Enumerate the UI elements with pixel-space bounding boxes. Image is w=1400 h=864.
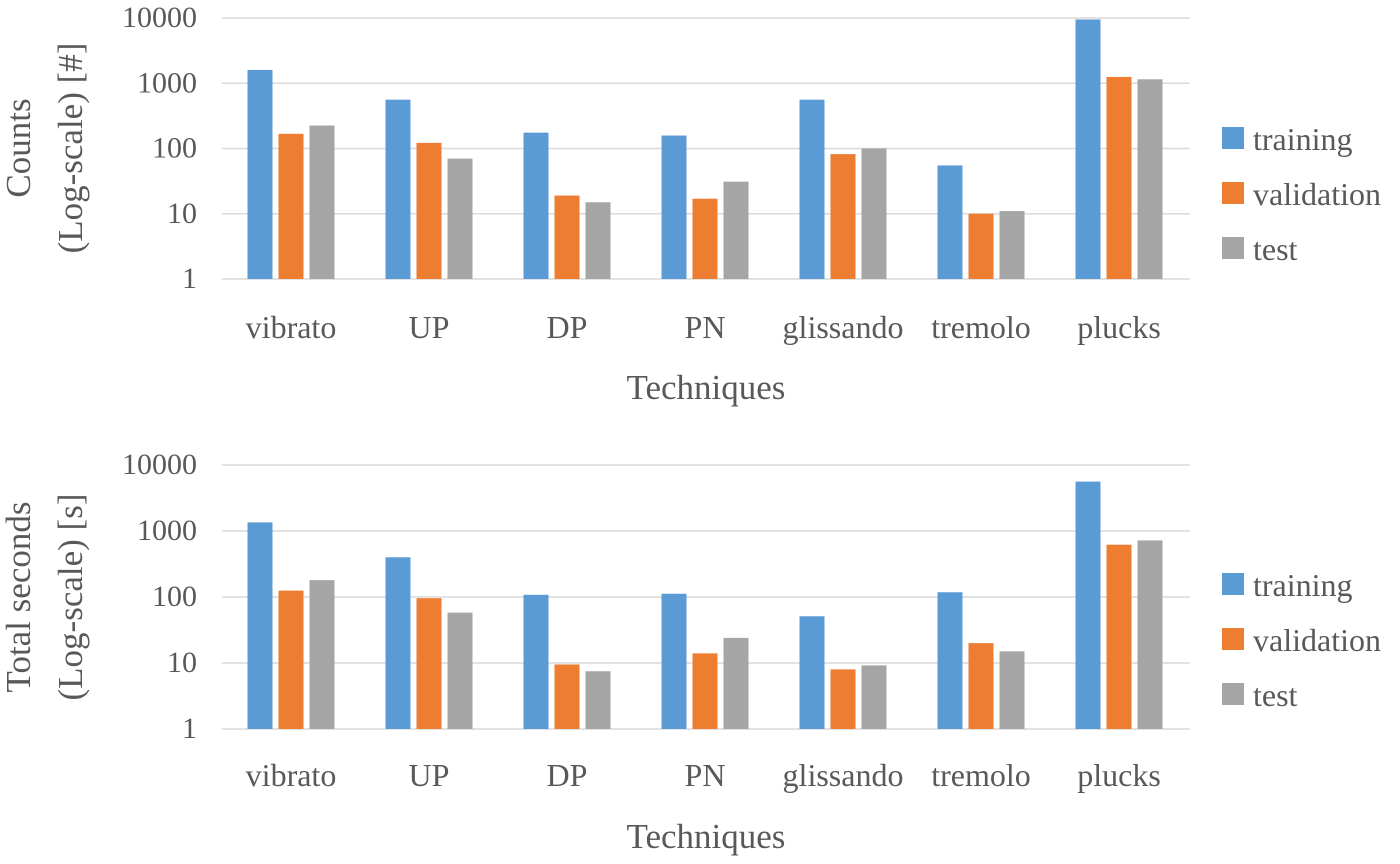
legend-swatch-test [1222,683,1244,705]
bar-test-glissando [861,148,887,279]
bar-validation-glissando [830,154,856,279]
bar-test-vibrato [309,580,335,729]
legend-swatch-test [1222,237,1244,259]
bar-validation-plucks [1106,544,1132,729]
legend-swatch-training [1222,127,1244,149]
legend-swatch-validation [1222,628,1244,650]
x-tick-label: vibrato [246,757,337,793]
bar-training-UP [385,99,411,280]
x-tick-label: vibrato [246,309,337,345]
y-tick-label: 100 [152,580,197,613]
x-tick-label: UP [409,309,450,345]
bar-validation-UP [416,142,442,279]
x-tick-label: tremolo [931,309,1031,345]
bar-test-PN [723,181,749,279]
y-tick-label: 10000 [122,448,197,481]
y-axis-title-line: (Log-scale) [#] [51,43,90,254]
x-tick-label: PN [685,757,726,793]
bar-training-tremolo [937,165,963,279]
y-axis-title-line: Total seconds [0,502,38,693]
y-tick-label: 1000 [137,66,197,99]
bar-test-tremolo [999,211,1025,279]
bar-test-PN [723,637,749,729]
y-tick-label: 10 [167,197,197,230]
bar-training-DP [523,132,549,279]
bar-training-tremolo [937,592,963,729]
y-tick-label: 1 [182,262,197,295]
bar-training-vibrato [247,522,273,729]
x-tick-label: plucks [1077,309,1161,345]
bar-validation-PN [692,198,718,279]
legend-label: validation [1253,176,1381,212]
bar-validation-glissando [830,669,856,729]
legend-label: training [1253,121,1353,157]
bar-validation-DP [554,664,580,729]
x-tick-label: DP [547,309,588,345]
bar-validation-PN [692,653,718,729]
bar-training-plucks [1075,481,1101,729]
y-tick-label: 100 [152,132,197,165]
bar-test-tremolo [999,651,1025,729]
x-tick-label: glissando [783,309,904,345]
bar-training-DP [523,594,549,729]
legend-label: test [1253,677,1298,713]
bar-test-plucks [1137,540,1163,729]
legend-swatch-training [1222,573,1244,595]
y-tick-label: 10000 [122,1,197,34]
bar-test-plucks [1137,79,1163,280]
bar-test-UP [447,158,473,279]
y-tick-label: 10 [167,646,197,679]
bar-validation-tremolo [968,213,994,279]
legend-label: training [1253,567,1353,603]
bar-training-plucks [1075,19,1101,280]
bar-test-UP [447,612,473,729]
bar-training-UP [385,557,411,729]
x-tick-label: tremolo [931,757,1031,793]
bar-training-glissando [799,616,825,729]
bar-test-DP [585,202,611,279]
bar-validation-vibrato [278,590,304,729]
x-axis-title: Techniques [627,368,786,407]
bar-training-PN [661,135,687,279]
y-tick-label: 1000 [137,514,197,547]
legend-label: test [1253,231,1298,267]
bar-validation-DP [554,195,580,279]
x-tick-label: plucks [1077,757,1161,793]
bar-test-vibrato [309,125,335,280]
bar-training-vibrato [247,69,273,279]
y-axis-title-line: Counts [0,98,38,197]
legend-label: validation [1253,622,1381,658]
bar-validation-plucks [1106,76,1132,279]
bar-validation-UP [416,598,442,729]
x-tick-label: UP [409,757,450,793]
legend-swatch-validation [1222,182,1244,204]
bar-test-DP [585,671,611,729]
y-tick-label: 1 [182,712,197,745]
bar-training-glissando [799,99,825,280]
bar-test-glissando [861,665,887,729]
bar-validation-vibrato [278,133,304,279]
x-axis-title: Techniques [627,817,786,856]
x-tick-label: PN [685,309,726,345]
y-axis-title-line: (Log-scale) [s] [51,494,90,701]
x-tick-label: DP [547,757,588,793]
bar-training-PN [661,593,687,729]
bar-validation-tremolo [968,643,994,729]
x-tick-label: glissando [783,757,904,793]
